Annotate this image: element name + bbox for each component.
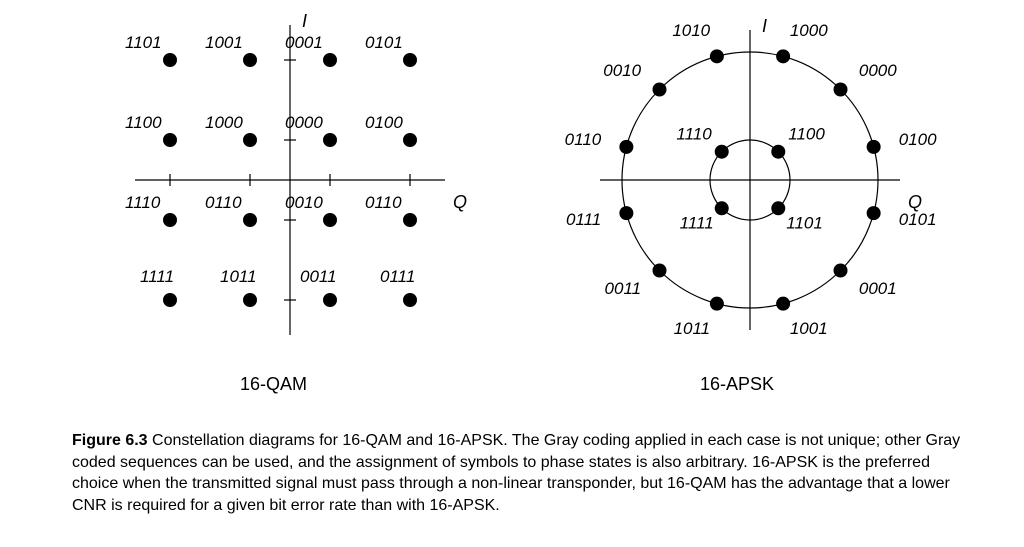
qam-point — [323, 53, 337, 67]
apsk-point-label: 0111 — [566, 210, 601, 229]
qam-point-label: 1001 — [205, 33, 243, 52]
figure-caption: Figure 6.3 Constellation diagrams for 16… — [72, 430, 972, 516]
qam-point-label: 0011 — [300, 267, 337, 286]
apsk-point — [834, 82, 848, 96]
apsk-svg: IQ01000000100010100010011001110011101110… — [520, 10, 980, 370]
apsk-point-label: 0011 — [605, 279, 642, 298]
apsk-point-label: 1000 — [790, 21, 828, 40]
qam-point — [323, 293, 337, 307]
apsk-point — [652, 264, 666, 278]
qam-point-label: 0000 — [285, 113, 323, 132]
qam-point — [163, 213, 177, 227]
qam-point-label: 1000 — [205, 113, 243, 132]
apsk-point-label: 0101 — [899, 210, 937, 229]
figure-page: I Q 1101 1001 0001 0101 1100 1000 0000 0100 1110 01… — [0, 0, 1024, 547]
qam-point — [323, 133, 337, 147]
qam-point — [403, 293, 417, 307]
apsk-point-label: 1101 — [786, 213, 823, 232]
qam-svg: I Q 1101 1001 0001 0101 1100 1000 0000 0100 1110 01… — [60, 10, 500, 370]
apsk-point — [710, 49, 724, 63]
qam-point-label: 1100 — [125, 113, 162, 132]
qam-point-label: 0110 — [205, 193, 242, 212]
figure-label: Figure 6.3 — [72, 432, 148, 449]
qam-point-label: 0001 — [285, 33, 323, 52]
qam-point — [323, 213, 337, 227]
apsk-point — [619, 206, 633, 220]
apsk-point — [652, 82, 666, 96]
qam-point — [243, 293, 257, 307]
apsk-point — [771, 201, 785, 215]
qam-point-label: 1101 — [125, 33, 162, 52]
qam-point — [163, 133, 177, 147]
qam-point-label: 0010 — [285, 193, 323, 212]
apsk-point-label: 0100 — [899, 130, 937, 149]
qam-point — [163, 293, 177, 307]
qam-point-label: 0101 — [365, 33, 403, 52]
apsk-point — [867, 140, 881, 154]
apsk-point-label: 1111 — [680, 213, 714, 232]
apsk-point-label: 0110 — [565, 130, 602, 149]
apsk-point — [776, 297, 790, 311]
apsk-point — [867, 206, 881, 220]
qam-title: 16-QAM — [240, 374, 307, 395]
qam-point — [243, 133, 257, 147]
apsk-point — [619, 140, 633, 154]
qam-point-label: 0110 — [365, 193, 402, 212]
diagrams-container: I Q 1101 1001 0001 0101 1100 1000 0000 0100 1110 01… — [0, 0, 1024, 400]
apsk-point-label: 0000 — [859, 61, 897, 80]
qam-point-label: 0100 — [365, 113, 403, 132]
apsk-point-label: 0001 — [859, 279, 897, 298]
qam-diagram: I Q 1101 1001 0001 0101 1100 1000 0000 0100 1110 01… — [60, 10, 500, 375]
apsk-point-label: 0010 — [603, 61, 641, 80]
apsk-point — [715, 201, 729, 215]
figure-caption-text: Constellation diagrams for 16-QAM and 16… — [72, 432, 960, 514]
apsk-point — [710, 297, 724, 311]
qam-point-label: 1011 — [220, 267, 257, 286]
apsk-point — [771, 145, 785, 159]
qam-point — [403, 53, 417, 67]
qam-axis-I-label: I — [302, 11, 307, 31]
apsk-axis-I-label: I — [762, 16, 767, 36]
qam-point — [243, 53, 257, 67]
qam-point-label: 0111 — [380, 267, 415, 286]
qam-point — [403, 213, 417, 227]
apsk-point-label: 1011 — [674, 319, 711, 338]
qam-point-label: 1111 — [140, 267, 174, 286]
qam-axis-Q-label: Q — [453, 192, 467, 212]
qam-point — [163, 53, 177, 67]
apsk-point-label: 1110 — [676, 125, 712, 144]
apsk-point-label: 1001 — [790, 319, 828, 338]
apsk-point — [776, 49, 790, 63]
apsk-diagram: IQ01000000100010100010011001110011101110… — [520, 10, 980, 375]
qam-point — [403, 133, 417, 147]
apsk-point — [715, 145, 729, 159]
qam-point — [243, 213, 257, 227]
apsk-point-label: 1010 — [672, 21, 710, 40]
apsk-point — [834, 264, 848, 278]
apsk-point-label: 1100 — [788, 125, 825, 144]
apsk-title: 16-APSK — [700, 374, 774, 395]
qam-point-label: 1110 — [125, 193, 161, 212]
